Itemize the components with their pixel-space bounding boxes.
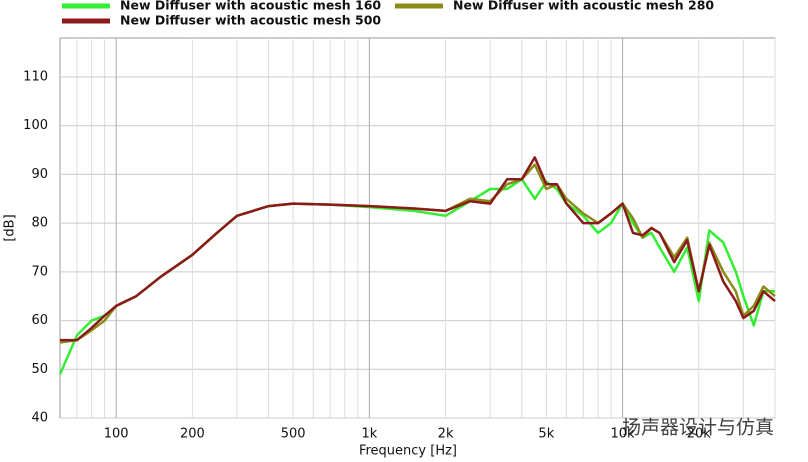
y-axis-label: [dB] — [3, 214, 18, 241]
x-tick-label: 1k — [361, 427, 377, 442]
x-tick-label: 5k — [538, 427, 554, 442]
y-tick-label: 40 — [31, 411, 48, 426]
y-tick-label: 70 — [31, 264, 48, 279]
watermark: 扬声器设计与仿真 — [622, 417, 774, 439]
x-tick-label: 20k — [687, 427, 712, 442]
y-tick-label: 110 — [23, 69, 48, 84]
y-tick-label: 100 — [23, 118, 48, 133]
x-tick-label: 100 — [104, 427, 129, 442]
x-tick-label: 500 — [281, 427, 306, 442]
x-tick-label: 2k — [438, 427, 454, 442]
x-axis-label: Frequency [Hz] — [359, 444, 457, 459]
x-tick-label: 10k — [611, 427, 636, 442]
legend-label: New Diffuser with acoustic mesh 280 — [453, 0, 714, 13]
y-tick-label: 80 — [31, 216, 48, 231]
legend-label: New Diffuser with acoustic mesh 160 — [120, 0, 381, 13]
y-tick-label: 90 — [31, 167, 48, 182]
plot-area — [59, 37, 776, 419]
y-tick-label: 60 — [31, 313, 48, 328]
legend-label: New Diffuser with acoustic mesh 500 — [120, 13, 381, 28]
x-tick-label: 200 — [180, 427, 205, 442]
y-tick-label: 50 — [31, 362, 48, 377]
series-line — [60, 156, 776, 342]
